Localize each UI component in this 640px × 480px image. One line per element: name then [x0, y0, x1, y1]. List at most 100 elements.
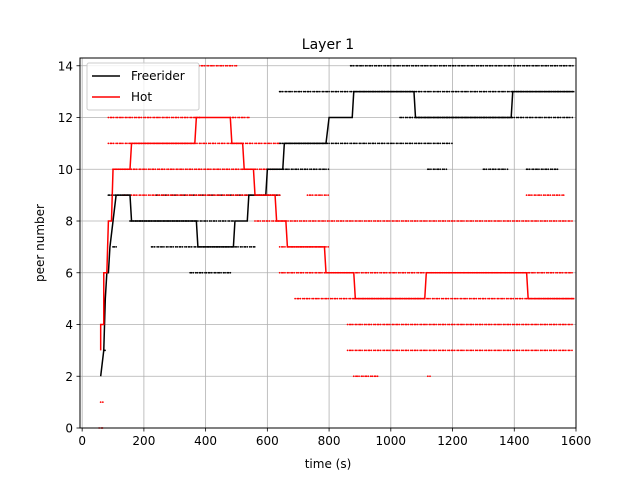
- scatter-point-hot: [280, 245, 283, 248]
- scatter-point-freerider: [540, 64, 543, 67]
- scatter-point-hot: [204, 168, 207, 171]
- scatter-point-hot: [467, 349, 469, 352]
- scatter-point-hot: [266, 220, 269, 222]
- scatter-point-hot: [196, 142, 198, 145]
- scatter-point-hot: [118, 116, 121, 119]
- scatter-point-hot: [238, 116, 241, 119]
- scatter-point-hot: [137, 116, 140, 119]
- scatter-point-freerider: [554, 64, 557, 67]
- scatter-point-freerider: [108, 194, 111, 197]
- scatter-point-hot: [144, 116, 147, 119]
- scatter-point-hot: [234, 194, 237, 197]
- scatter-point-hot: [293, 271, 296, 274]
- scatter-point-freerider: [544, 168, 547, 171]
- scatter-point-hot: [490, 349, 493, 352]
- scatter-point-freerider: [371, 142, 374, 145]
- scatter-point-freerider: [405, 64, 408, 67]
- scatter-point-hot: [537, 323, 539, 326]
- scatter-point-hot: [376, 220, 379, 222]
- scatter-point-freerider: [372, 142, 375, 145]
- scatter-point-hot: [353, 297, 355, 300]
- scatter-point-hot: [377, 323, 380, 326]
- scatter-point-hot: [302, 271, 305, 274]
- scatter-point-hot: [260, 168, 263, 171]
- scatter-point-hot: [479, 349, 482, 352]
- scatter-point-freerider: [228, 220, 231, 222]
- scatter-point-hot: [149, 168, 151, 171]
- scatter-point-hot: [138, 168, 141, 171]
- scatter-point-freerider: [184, 245, 186, 248]
- scatter-point-freerider: [504, 168, 506, 171]
- scatter-point-freerider: [397, 142, 399, 145]
- scatter-point-freerider: [356, 64, 359, 67]
- scatter-point-hot: [180, 116, 182, 119]
- scatter-point-hot: [367, 271, 370, 274]
- scatter-point-hot: [430, 323, 432, 326]
- scatter-point-hot: [365, 220, 368, 222]
- scatter-point-freerider: [327, 168, 330, 171]
- scatter-point-freerider: [402, 116, 405, 119]
- scatter-point-hot: [337, 220, 340, 222]
- scatter-point-hot: [257, 142, 260, 145]
- scatter-point-hot: [225, 168, 228, 171]
- scatter-point-hot: [396, 349, 399, 352]
- x-tick-label: 0: [78, 434, 86, 448]
- scatter-point-hot: [333, 220, 336, 222]
- scatter-point-hot: [543, 271, 546, 274]
- scatter-point-freerider: [366, 64, 368, 67]
- scatter-point-freerider: [178, 245, 181, 248]
- scatter-point-hot: [209, 194, 212, 197]
- scatter-point-hot: [206, 194, 209, 197]
- scatter-point-freerider: [392, 142, 395, 145]
- scatter-point-hot: [193, 168, 196, 171]
- scatter-point-hot: [219, 64, 222, 67]
- scatter-point-hot: [537, 349, 539, 352]
- scatter-point-hot: [324, 297, 326, 300]
- scatter-point-hot: [507, 323, 510, 326]
- scatter-point-freerider: [415, 90, 418, 93]
- scatter-point-freerider: [253, 245, 256, 248]
- scatter-point-hot: [512, 297, 515, 300]
- scatter-point-freerider: [339, 90, 342, 93]
- scatter-point-hot: [379, 220, 382, 222]
- scatter-point-freerider: [174, 245, 177, 248]
- scatter-point-freerider: [542, 168, 544, 171]
- scatter-point-hot: [154, 194, 157, 197]
- scatter-point-hot: [374, 271, 377, 274]
- scatter-point-hot: [323, 194, 326, 197]
- scatter-point-hot: [374, 323, 377, 326]
- scatter-point-hot: [223, 142, 226, 145]
- chart-title: Layer 1: [302, 37, 354, 53]
- scatter-point-freerider: [193, 245, 196, 248]
- scatter-point-hot: [135, 168, 138, 171]
- scatter-point-freerider: [417, 64, 420, 67]
- scatter-point-freerider: [284, 90, 287, 93]
- scatter-point-hot: [559, 349, 562, 352]
- scatter-point-hot: [406, 271, 409, 274]
- scatter-point-hot: [422, 349, 425, 352]
- scatter-point-hot: [419, 220, 422, 222]
- scatter-point-freerider: [289, 90, 292, 93]
- scatter-point-freerider: [359, 142, 362, 145]
- scatter-point-hot: [371, 375, 374, 378]
- scatter-point-freerider: [244, 245, 247, 248]
- scatter-point-freerider: [351, 64, 353, 67]
- scatter-point-hot: [323, 271, 326, 274]
- scatter-point-hot: [182, 194, 184, 197]
- scatter-point-freerider: [213, 271, 216, 274]
- scatter-point-hot: [550, 220, 553, 222]
- scatter-point-hot: [456, 297, 459, 300]
- scatter-point-freerider: [190, 271, 193, 274]
- scatter-point-hot: [321, 271, 323, 274]
- scatter-point-freerider: [528, 168, 531, 171]
- scatter-point-hot: [476, 349, 479, 352]
- scatter-point-freerider: [502, 90, 505, 93]
- scatter-point-hot: [396, 220, 399, 222]
- scatter-point-freerider: [322, 168, 324, 171]
- scatter-point-freerider: [294, 168, 297, 171]
- scatter-point-hot: [313, 220, 315, 222]
- scatter-point-freerider: [307, 90, 310, 93]
- scatter-point-hot: [338, 297, 341, 300]
- scatter-point-hot: [497, 220, 499, 222]
- scatter-point-freerider: [313, 168, 316, 171]
